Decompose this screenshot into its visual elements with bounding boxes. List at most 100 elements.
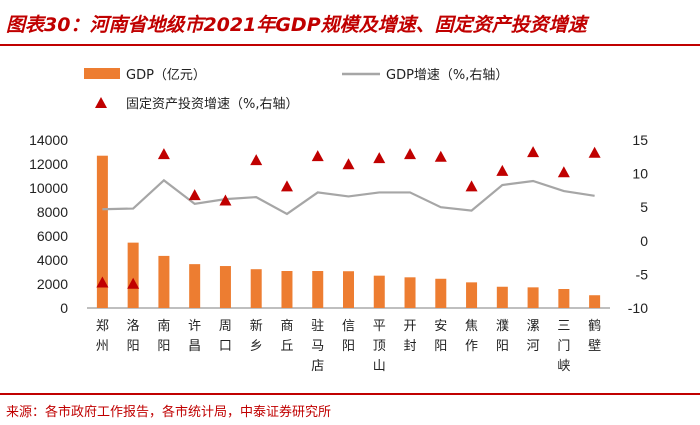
category-label: 南阳 <box>157 318 170 354</box>
investment-marker <box>157 148 170 160</box>
gdp-bar <box>558 289 570 308</box>
investment-marker <box>96 276 109 288</box>
category-char: 店 <box>311 359 324 374</box>
axes: 14000 12000 10000 8000 6000 4000 2000 0 15 10 5 0 -5… <box>29 132 648 374</box>
investment-marker <box>465 180 478 192</box>
category-char: 封 <box>404 339 417 354</box>
right-tick-label: 15 <box>632 132 648 148</box>
category-char: 河 <box>527 339 540 354</box>
title-divider <box>0 44 700 46</box>
category-char: 州 <box>96 339 109 354</box>
right-tick-label: -10 <box>628 300 648 316</box>
source-note: 来源：各市政府工作报告，各市统计局，中泰证券研究所 <box>6 405 332 420</box>
gdp-bar <box>435 278 447 308</box>
category-char: 门 <box>557 339 570 354</box>
category-char: 口 <box>219 339 232 354</box>
investment-marker <box>557 166 570 178</box>
category-char: 许 <box>188 319 201 334</box>
gdp-bar <box>496 286 508 308</box>
investment-marker <box>496 164 509 176</box>
category-char: 阳 <box>342 339 355 354</box>
gdp-bar <box>343 271 354 308</box>
investment-marker <box>188 189 201 201</box>
gdp-bar <box>158 255 170 308</box>
category-label: 洛阳 <box>127 319 140 354</box>
right-tick-label: 10 <box>632 166 648 182</box>
category-label: 信阳 <box>342 319 355 354</box>
category-label: 新乡 <box>250 318 263 354</box>
category-label: 周口 <box>219 319 232 354</box>
category-char: 郑 <box>96 319 109 334</box>
category-char: 焦 <box>465 319 478 334</box>
category-label: 鹤壁 <box>588 318 601 354</box>
left-tick-label: 14000 <box>29 132 68 148</box>
left-tick-label: 2000 <box>37 276 68 292</box>
category-label: 商丘 <box>280 319 293 354</box>
source-divider <box>0 393 700 395</box>
left-tick-label: 4000 <box>37 252 68 268</box>
gdp-bar <box>189 264 201 308</box>
category-char: 作 <box>465 339 478 354</box>
category-char: 马 <box>311 339 324 354</box>
gdp-bar <box>96 155 108 308</box>
investment-marker <box>342 158 355 170</box>
investment-marker <box>280 180 293 192</box>
category-char: 周 <box>219 319 232 334</box>
category-label: 平顶山 <box>373 319 386 374</box>
legend-label: 固定资产投资增速（%,右轴） <box>126 96 299 112</box>
category-char: 丘 <box>280 339 293 354</box>
category-char: 信 <box>342 319 355 334</box>
left-tick-label: 6000 <box>37 228 68 244</box>
investment-marker <box>373 152 386 164</box>
category-char: 三 <box>557 319 570 334</box>
category-char: 漯 <box>527 319 540 334</box>
category-label: 三门峡 <box>557 319 570 374</box>
gdp-bar <box>404 277 416 308</box>
legend-bar-swatch <box>84 68 120 79</box>
category-label: 漯河 <box>527 319 540 354</box>
investment-marker <box>404 148 417 160</box>
gdp-bars <box>96 155 601 308</box>
legend-label: GDP（亿元） <box>126 68 206 83</box>
gdp-bar <box>127 242 139 308</box>
category-char: 商 <box>280 319 293 334</box>
category-label: 焦作 <box>465 319 478 354</box>
legend-marker-swatch <box>95 97 107 108</box>
category-label: 郑州 <box>96 319 109 354</box>
category-char: 阳 <box>127 339 140 354</box>
category-char: 开 <box>404 319 417 334</box>
category-char: 驻 <box>311 319 324 334</box>
right-tick-label: -5 <box>636 266 649 282</box>
investment-marker <box>527 146 540 158</box>
investment-marker <box>250 154 263 166</box>
gdp-growth-polyline <box>102 178 595 216</box>
category-char: 阳 <box>496 339 509 354</box>
category-char: 乡 <box>250 339 263 354</box>
right-tick-label: 5 <box>640 199 648 215</box>
category-char: 鹤 <box>588 318 601 334</box>
category-char: 峡 <box>557 359 570 374</box>
investment-markers <box>96 146 601 289</box>
left-tick-label: 12000 <box>29 156 68 172</box>
legend-label: GDP增速（%,右轴） <box>386 68 508 83</box>
category-char: 顶 <box>373 339 386 354</box>
category-char: 濮 <box>496 319 509 334</box>
category-char: 山 <box>373 359 386 374</box>
gdp-bar <box>589 295 601 308</box>
gdp-bar <box>466 282 478 308</box>
category-char: 洛 <box>127 319 140 334</box>
investment-marker <box>311 150 324 162</box>
category-label: 开封 <box>404 319 417 354</box>
gdp-bar <box>250 269 262 308</box>
category-char: 昌 <box>188 339 201 354</box>
category-char: 新 <box>250 318 263 334</box>
gdp-growth-line <box>102 178 595 216</box>
category-char: 壁 <box>588 339 601 354</box>
investment-marker <box>434 150 447 162</box>
category-label: 安阳 <box>434 319 447 354</box>
investment-marker <box>219 194 232 206</box>
left-tick-label: 0 <box>60 300 68 316</box>
category-char: 阳 <box>157 339 170 354</box>
category-char: 南 <box>157 318 170 334</box>
